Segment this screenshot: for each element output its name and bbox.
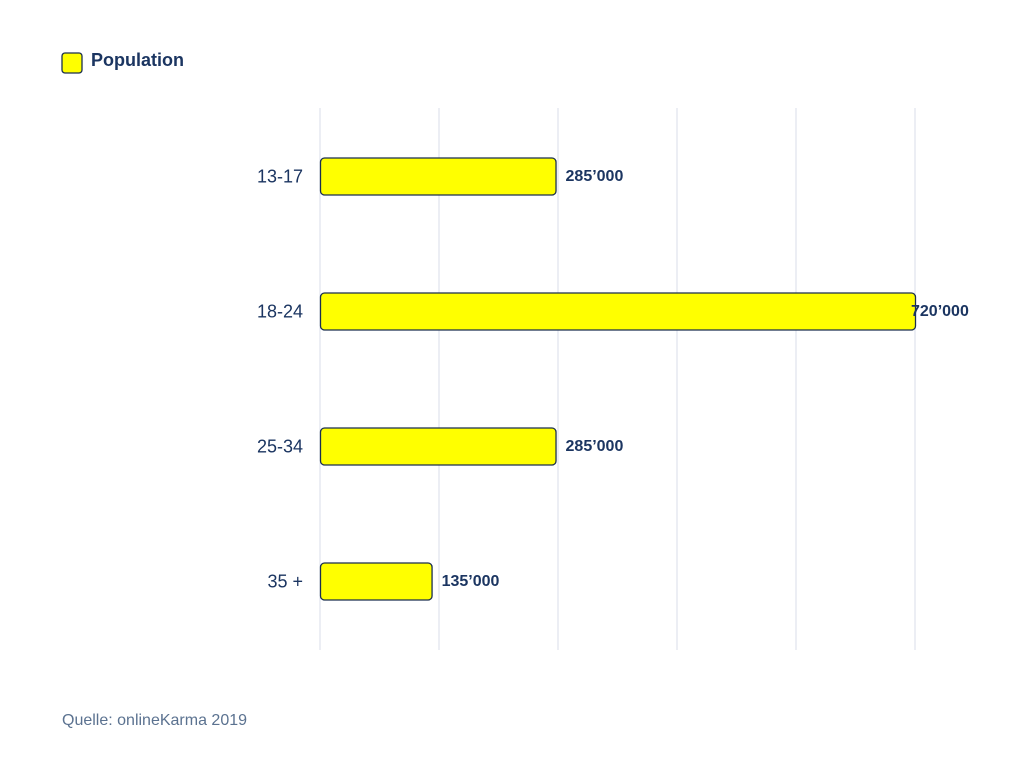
category-label: 25-34 <box>257 437 303 457</box>
bar <box>319 157 557 196</box>
gridlines <box>319 108 916 650</box>
category-label: 18-24 <box>257 302 303 322</box>
value-labels: 285’000 720’000 285’000 135’000 <box>442 168 969 590</box>
category-label: 35 + <box>267 572 303 592</box>
bar <box>319 292 917 331</box>
value-label: 720’000 <box>911 303 969 320</box>
value-label: 135’000 <box>442 573 500 590</box>
category-labels: 13-17 18-24 25-34 35 + <box>257 167 303 592</box>
value-label: 285’000 <box>566 438 624 455</box>
bar <box>319 427 557 466</box>
legend: Population <box>61 50 184 74</box>
bar <box>319 562 433 601</box>
bars <box>319 157 917 601</box>
value-label: 285’000 <box>566 168 624 185</box>
source-note: Quelle: onlineKarma 2019 <box>62 712 248 729</box>
legend-swatch <box>61 52 83 74</box>
legend-label: Population <box>91 50 184 70</box>
category-label: 13-17 <box>257 167 303 187</box>
